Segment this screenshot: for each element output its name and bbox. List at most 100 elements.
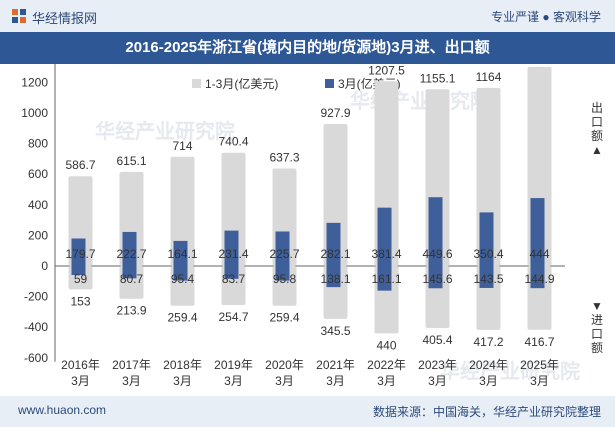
label-import-monthly: 145.6 [422,272,452,286]
bar-export-monthly [377,207,392,266]
label-export-monthly: 381.4 [371,247,401,261]
label-import-monthly: 80.7 [120,272,144,286]
label-export-cumulative: 637.3 [269,150,299,164]
x-tick-label-year: 2024年 [469,358,508,372]
label-export-monthly: 179.7 [65,247,95,261]
bar-export-monthly [71,238,86,266]
label-export-monthly: 164.1 [167,247,197,261]
x-tick-label-year: 2019年 [214,358,253,372]
bar-import-monthly [428,266,443,289]
chart-title: 2016-2025年浙江省(境内目的地/货源地)3月进、出口额 [125,39,490,56]
title-bar: 2016-2025年浙江省(境内目的地/货源地)3月进、出口额 [0,32,615,64]
y-tick-label: 200 [28,228,48,242]
legend-swatch-monthly [325,79,334,88]
label-import-cumulative: 259.4 [269,311,299,325]
label-import-monthly: 95.4 [171,272,195,286]
footer-bar: www.huaon.com 数据来源：中国海关，华经产业研究院整理 [0,396,615,427]
bar-import-monthly [71,266,86,276]
x-tick-label-month: 3月 [224,374,243,388]
y-tick-label: 400 [28,198,48,212]
label-export-cumulative: 740.4 [218,135,248,149]
bar-import-monthly [173,266,188,281]
label-export-cumulative: 615.1 [116,154,146,168]
right-label-export: 口 [591,115,603,129]
x-tick-label-month: 3月 [530,374,549,388]
x-tick-label-month: 3月 [479,374,498,388]
bar-export-monthly [530,198,545,266]
label-export-cumulative: 586.7 [65,158,95,172]
label-import-cumulative: 254.7 [218,310,248,324]
label-import-monthly: 144.9 [524,272,554,286]
label-import-monthly: 161.1 [371,272,401,286]
bar-export-monthly [173,240,188,266]
label-export-monthly: 222.7 [116,247,146,261]
y-tick-label: 1200 [21,75,48,89]
x-tick-label-year: 2022年 [367,358,406,372]
label-import-cumulative: 213.9 [116,304,146,318]
label-export-cumulative: 1155.1 [420,71,456,85]
right-label-import: ▼ [591,299,603,313]
label-import-monthly: 138.1 [320,272,350,286]
x-tick-label-year: 2016年 [61,358,100,372]
x-tick-label-month: 3月 [377,374,396,388]
label-export-monthly: 225.7 [269,247,299,261]
huajing-logo-icon [12,9,26,23]
data-source: 数据来源：中国海关，华经产业研究院整理 [372,405,601,419]
x-tick-label-year: 2018年 [163,358,202,372]
x-tick-label-month: 3月 [173,374,192,388]
bar-import-monthly [122,266,137,279]
y-tick-label: 600 [28,167,48,181]
label-import-cumulative: 259.4 [167,311,197,325]
tagline: 专业严谨 ● 客观科学 [491,10,601,24]
label-export-monthly: 282.1 [320,247,350,261]
x-tick-label-year: 2021年 [316,358,355,372]
bar-export-monthly [428,197,443,266]
label-export-monthly: 444 [529,247,549,261]
label-export-monthly: 350.4 [473,247,503,261]
label-export-monthly: 449.6 [422,247,452,261]
label-export-monthly: 231.4 [218,247,248,261]
bar-export-monthly [122,231,137,266]
watermark-text: 华经产业研究院 [440,359,580,383]
y-tick-label: -600 [24,351,48,365]
label-export-cumulative: 1207.5 [368,64,405,77]
right-label-export: 额 [591,129,603,143]
bar-import-monthly [224,266,239,279]
label-import-monthly: 143.5 [473,272,503,286]
x-tick-label-year: 2020年 [265,358,304,372]
label-import-monthly: 95.8 [273,272,297,286]
bar-import-monthly [326,266,341,288]
x-tick-label-month: 3月 [428,374,447,388]
bar-import-monthly [479,266,494,288]
bar-export-monthly [326,222,341,266]
bar-import-monthly [275,266,290,281]
right-label-import: 口 [591,327,603,341]
watermark-text: 华经产业研究院 [350,89,490,113]
label-import-cumulative: 416.7 [524,335,554,349]
bar-export-monthly [275,231,290,266]
x-tick-label-month: 3月 [71,374,90,388]
right-label-export: ▲ [591,143,603,157]
x-tick-label-month: 3月 [275,374,294,388]
x-tick-label-year: 2023年 [418,358,457,372]
right-label-import: 额 [591,341,603,355]
bar-import-monthly [530,266,545,289]
website-link[interactable]: www.huaon.com [18,403,107,417]
label-export-cumulative: 927.9 [320,106,350,120]
right-label-import: 进 [591,313,603,327]
x-tick-label-year: 2025年 [520,358,559,372]
label-import-cumulative: 405.4 [422,333,452,347]
label-import-cumulative: 440 [376,338,396,352]
legend-label-cumulative: 1-3月(亿美元) [205,76,278,91]
label-export-cumulative: 714 [172,139,192,153]
y-tick-label: 1000 [21,106,48,120]
label-import-cumulative: 417.2 [473,335,503,349]
bar-export-cumulative [170,156,195,266]
x-tick-label-month: 3月 [326,374,345,388]
watermark-text: 华经产业研究院 [95,119,235,143]
label-import-monthly: 83.7 [222,272,246,286]
y-tick-label: -200 [24,290,48,304]
x-tick-label-month: 3月 [122,374,141,388]
x-tick-label-year: 2017年 [112,358,151,372]
